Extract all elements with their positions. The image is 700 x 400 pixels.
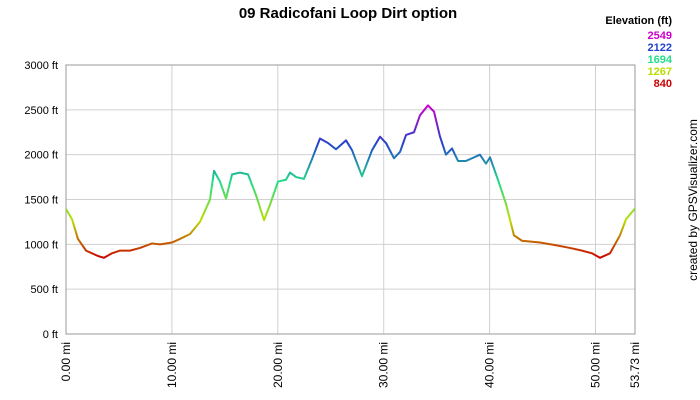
legend-entry: 2122 [648,42,672,54]
x-tick-label: 50.00 mi [588,342,602,388]
x-tick-label: 30.00 mi [377,342,391,388]
x-tick-label: 0.00 mi [59,342,73,381]
legend-title: Elevation (ft) [605,15,672,27]
y-tick-label: 1500 ft [24,195,58,207]
x-tick-label: 20.00 mi [271,342,285,388]
credit: created by GPSVisualizer.com [686,119,700,281]
y-tick-label: 500 ft [30,284,58,296]
legend-entry: 1267 [648,66,672,78]
legend-entry: 2549 [648,30,672,42]
y-tick-label: 0 ft [43,329,58,341]
y-tick-label: 1000 ft [24,239,58,251]
y-tick-label: 3000 ft [24,60,58,72]
chart-title: 09 Radicofani Loop Dirt option [239,5,457,22]
legend-entry: 840 [654,78,672,90]
x-tick-label: 53.73 mi [628,342,642,388]
plot-frame [65,64,636,335]
y-tick-label: 2500 ft [24,105,58,117]
elevation-line [65,104,636,259]
y-tick-label: 2000 ft [24,150,58,162]
x-tick-label: 10.00 mi [165,342,179,388]
x-tick-label: 40.00 mi [483,342,497,388]
legend-entry: 1694 [648,54,673,66]
